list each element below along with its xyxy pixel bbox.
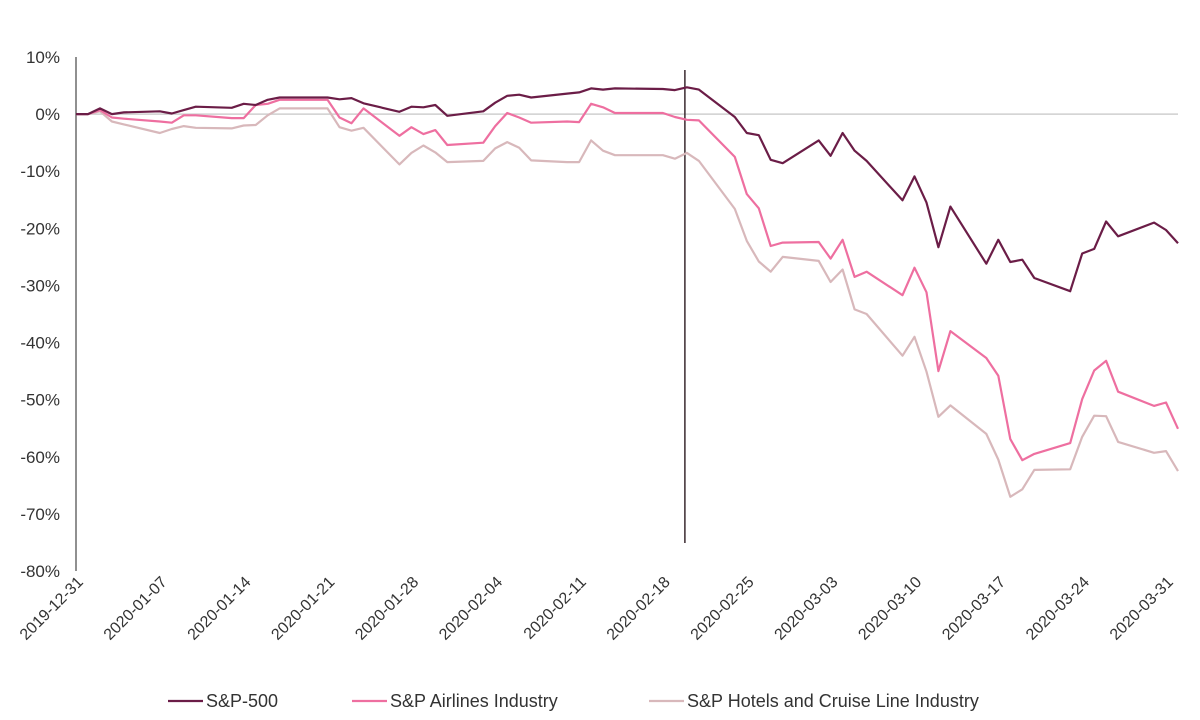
x-tick-label: 2020-02-25 <box>688 574 758 644</box>
y-tick-label: -50% <box>20 391 60 410</box>
y-tick-label: -70% <box>20 505 60 524</box>
y-axis-tick-labels: 10% 0% -10% -20% -30% -40% -50% -60% -70% -80% <box>20 48 60 581</box>
y-tick-label: -10% <box>20 162 60 181</box>
x-tick-label: 2020-02-18 <box>604 574 674 644</box>
legend-label: S&P Airlines Industry <box>390 691 558 711</box>
x-tick-label: 2020-03-03 <box>772 574 842 644</box>
x-tick-label: 2019-12-31 <box>17 574 87 644</box>
x-tick-label: 2020-03-31 <box>1107 574 1177 644</box>
x-tick-label: 2020-01-14 <box>185 574 255 644</box>
y-tick-label: 10% <box>26 48 60 67</box>
y-tick-label: -20% <box>20 219 60 238</box>
y-tick-label: 0% <box>35 105 60 124</box>
x-tick-label: 2020-03-24 <box>1023 574 1093 644</box>
y-tick-label: -60% <box>20 448 60 467</box>
series-line-s-p-hotels-and-cruise-line-industry <box>76 107 1179 498</box>
x-tick-label: 2020-02-04 <box>436 574 506 644</box>
legend-label: S&P-500 <box>206 691 278 711</box>
x-tick-label: 2020-01-07 <box>101 574 171 644</box>
x-tick-label: 2020-03-10 <box>855 574 925 644</box>
legend: S&P-500 S&P Airlines Industry S&P Hotels a… <box>168 691 979 711</box>
x-tick-label: 2020-01-28 <box>352 574 422 644</box>
x-tick-label: 2020-03-17 <box>939 574 1009 644</box>
series-lines <box>76 86 1180 498</box>
y-tick-label: -80% <box>20 562 60 581</box>
legend-label: S&P Hotels and Cruise Line Industry <box>687 691 979 711</box>
x-tick-label: 2020-01-21 <box>268 574 338 644</box>
y-tick-label: -30% <box>20 276 60 295</box>
x-axis-tick-labels: 2019-12-31 2020-01-07 2020-01-14 2020-01-21… <box>17 574 1177 644</box>
y-tick-label: -40% <box>20 334 60 353</box>
series-line-s-p-airlines-industry <box>76 98 1180 462</box>
series-line-s-p-500 <box>76 86 1179 293</box>
x-tick-label: 2020-02-11 <box>521 574 590 643</box>
